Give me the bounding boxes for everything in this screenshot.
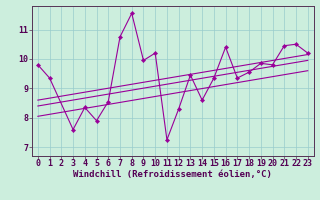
- X-axis label: Windchill (Refroidissement éolien,°C): Windchill (Refroidissement éolien,°C): [73, 170, 272, 179]
